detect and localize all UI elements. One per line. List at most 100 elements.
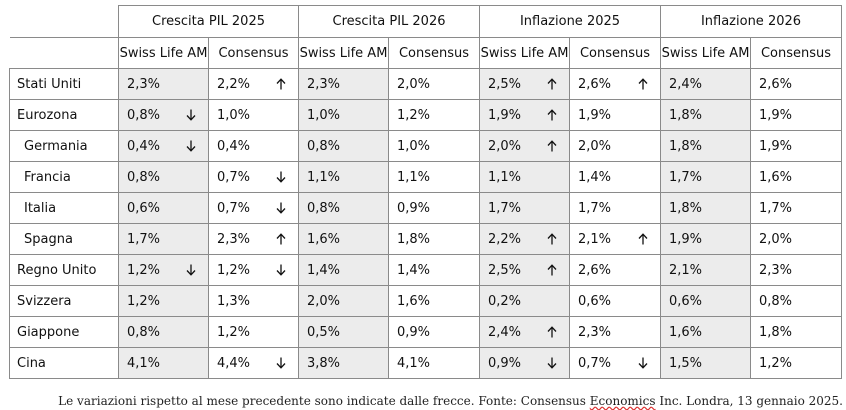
arrow-placeholder (728, 140, 738, 152)
arrow-placeholder (457, 264, 467, 276)
table-body: Stati Uniti 2,3% 2,2% 2,3% 2,0% 2,5% 2,6% 2,4% 2… (9, 68, 842, 379)
cell-consensus: 2,1% (569, 223, 661, 255)
arrow-placeholder (186, 233, 196, 245)
cell-swiss-life: 1,8% (660, 192, 751, 224)
arrow-up-icon (547, 78, 557, 90)
arrow-placeholder (819, 326, 829, 338)
arrow-placeholder (186, 78, 196, 90)
row-country-label: Eurozona (9, 99, 119, 131)
table-row: Cina 4,1% 4,4% 3,8% 4,1% 0,9% 0,7% 1,5% 1,2% (9, 347, 842, 379)
cell-consensus: 1,8% (388, 223, 480, 255)
arrow-placeholder (457, 171, 467, 183)
cell-value: 1,9% (669, 231, 703, 247)
header-group-gdp-2026: Crescita PIL 2026 (298, 5, 480, 38)
cell-value: 2,3% (217, 231, 251, 247)
table-row: Germania 0,4% 0,4% 0,8% 1,0% 2,0% 2,0% 1,8% 1,9% (9, 130, 842, 162)
cell-value: 2,0% (307, 293, 341, 309)
arrow-placeholder (819, 171, 829, 183)
arrow-placeholder (728, 264, 738, 276)
arrow-up-icon (547, 140, 557, 152)
arrow-placeholder (457, 140, 467, 152)
cell-swiss-life: 1,9% (479, 99, 570, 131)
cell-swiss-life: 2,4% (479, 316, 570, 348)
cell-consensus: 2,2% (208, 68, 299, 100)
cell-value: 1,7% (669, 169, 703, 185)
cell-consensus: 1,6% (388, 285, 480, 317)
cell-value: 1,4% (578, 169, 612, 185)
arrow-placeholder (819, 295, 829, 307)
arrow-placeholder (366, 109, 376, 121)
cell-value: 2,1% (669, 262, 703, 278)
arrow-placeholder (728, 295, 738, 307)
arrow-placeholder (186, 357, 196, 369)
cell-value: 2,2% (488, 231, 522, 247)
cell-value: 2,0% (397, 76, 431, 92)
table-row: Eurozona 0,8% 1,0% 1,0% 1,2% 1,9% 1,9% 1,8% 1,9% (9, 99, 842, 131)
cell-consensus: 2,0% (388, 68, 480, 100)
subheader-swiss-life: Swiss Life AM (660, 37, 751, 69)
cell-swiss-life: 2,3% (298, 68, 389, 100)
row-country-label: Regno Unito (9, 254, 119, 286)
forecast-table: Crescita PIL 2025 Crescita PIL 2026 Infl… (9, 5, 842, 379)
cell-value: 1,2% (127, 293, 161, 309)
cell-consensus: 1,7% (569, 192, 661, 224)
cell-value: 1,8% (397, 231, 431, 247)
cell-value: 0,6% (127, 200, 161, 216)
cell-consensus: 1,1% (388, 161, 480, 193)
arrow-down-icon (276, 171, 286, 183)
cell-swiss-life: 4,1% (118, 347, 209, 379)
cell-swiss-life: 3,8% (298, 347, 389, 379)
cell-value: 0,8% (127, 324, 161, 340)
arrow-placeholder (186, 202, 196, 214)
cell-swiss-life: 0,8% (298, 130, 389, 162)
cell-swiss-life: 2,0% (479, 130, 570, 162)
cell-swiss-life: 1,1% (479, 161, 570, 193)
cell-swiss-life: 1,9% (660, 223, 751, 255)
arrow-down-icon (276, 264, 286, 276)
table-row: Svizzera 1,2% 1,3% 2,0% 1,6% 0,2% 0,6% 0,6% 0,8% (9, 285, 842, 317)
arrow-placeholder (276, 326, 286, 338)
arrow-down-icon (638, 357, 648, 369)
arrow-placeholder (276, 295, 286, 307)
cell-value: 0,7% (217, 200, 251, 216)
arrow-placeholder (366, 357, 376, 369)
cell-consensus: 1,3% (208, 285, 299, 317)
arrow-down-icon (276, 202, 286, 214)
arrow-placeholder (366, 171, 376, 183)
arrow-down-icon (547, 357, 557, 369)
subheader-consensus: Consensus (569, 37, 661, 69)
cell-consensus: 1,9% (750, 99, 842, 131)
cell-value: 0,9% (397, 200, 431, 216)
table-row: Stati Uniti 2,3% 2,2% 2,3% 2,0% 2,5% 2,6% 2,4% 2… (9, 68, 842, 100)
arrow-placeholder (366, 264, 376, 276)
cell-value: 0,6% (669, 293, 703, 309)
cell-consensus: 2,6% (569, 254, 661, 286)
cell-value: 0,8% (127, 107, 161, 123)
cell-consensus: 1,9% (569, 99, 661, 131)
cell-value: 2,3% (127, 76, 161, 92)
arrow-placeholder (457, 78, 467, 90)
subheader-swiss-life: Swiss Life AM (118, 37, 209, 69)
cell-value: 0,8% (759, 293, 793, 309)
cell-consensus: 0,7% (208, 161, 299, 193)
cell-value: 2,1% (578, 231, 612, 247)
cell-value: 1,8% (669, 138, 703, 154)
cell-swiss-life: 2,3% (118, 68, 209, 100)
cell-consensus: 2,6% (569, 68, 661, 100)
arrow-placeholder (366, 233, 376, 245)
cell-value: 1,6% (397, 293, 431, 309)
subheader-swiss-life: Swiss Life AM (479, 37, 570, 69)
subheader-consensus: Consensus (208, 37, 299, 69)
arrow-placeholder (547, 202, 557, 214)
arrow-placeholder (547, 171, 557, 183)
cell-value: 2,3% (578, 324, 612, 340)
cell-value: 1,7% (759, 200, 793, 216)
cell-swiss-life: 1,4% (298, 254, 389, 286)
cell-consensus: 0,7% (569, 347, 661, 379)
arrow-placeholder (276, 140, 286, 152)
arrow-placeholder (457, 295, 467, 307)
arrow-placeholder (819, 357, 829, 369)
header-group-inflation-2026: Inflazione 2026 (660, 5, 842, 38)
cell-swiss-life: 1,1% (298, 161, 389, 193)
cell-value: 0,7% (217, 169, 251, 185)
